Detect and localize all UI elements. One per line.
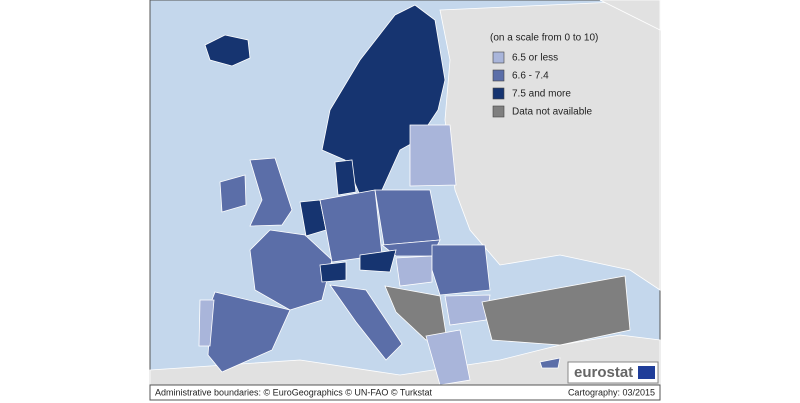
denmark bbox=[334, 159, 357, 196]
legend: 6.5 or less 6.6 - 7.4 7.5 and more Data not… bbox=[492, 51, 592, 118]
iceland bbox=[204, 34, 251, 67]
footer-right: Cartography: 03/2015 bbox=[568, 387, 655, 397]
legend-label: 7.5 and more bbox=[512, 89, 571, 100]
legend-title: (on a scale from 0 to 10) bbox=[490, 33, 598, 44]
romania bbox=[431, 244, 491, 296]
logo-box bbox=[567, 361, 659, 384]
ireland bbox=[219, 174, 247, 213]
portugal bbox=[198, 299, 215, 347]
italy bbox=[329, 284, 403, 361]
poland bbox=[374, 189, 441, 246]
footer-bar bbox=[149, 384, 661, 401]
legend-swatch bbox=[492, 105, 505, 118]
logo: eurostat bbox=[574, 364, 633, 381]
hungary bbox=[395, 255, 433, 287]
uk bbox=[249, 157, 293, 227]
countries bbox=[198, 4, 631, 386]
turkey bbox=[481, 275, 631, 346]
legend-label: Data not available bbox=[512, 107, 592, 118]
cyprus bbox=[539, 357, 561, 369]
footer-left: Administrative boundaries: © EuroGeograp… bbox=[155, 387, 433, 397]
france bbox=[249, 229, 333, 311]
legend-label: 6.6 - 7.4 bbox=[512, 71, 549, 82]
bulgaria bbox=[444, 294, 491, 326]
germany bbox=[319, 189, 383, 263]
switzerland bbox=[319, 261, 347, 283]
legend-swatch bbox=[492, 87, 505, 100]
legend-swatch bbox=[492, 69, 505, 82]
austria bbox=[359, 249, 397, 273]
baltics bbox=[409, 124, 457, 187]
legend-label: 6.5 or less bbox=[512, 53, 558, 64]
legend-swatch bbox=[492, 51, 505, 64]
greece bbox=[425, 329, 471, 386]
eu-flag bbox=[638, 366, 655, 379]
